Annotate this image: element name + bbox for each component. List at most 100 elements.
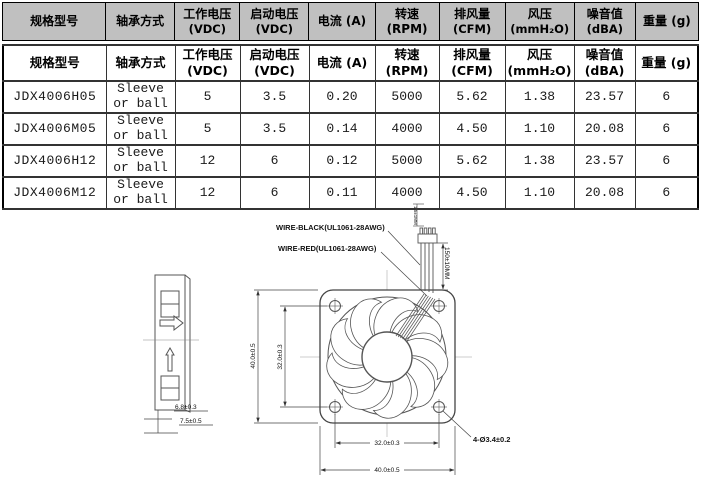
header-label: 工作电压 [182, 47, 233, 63]
header-label: 规格型号 [30, 14, 79, 28]
header-label: 风压 [527, 6, 552, 21]
header-unit: (VDC) [254, 63, 295, 78]
header-label: 排风量 [454, 6, 491, 21]
header-label: 工作电压 [183, 6, 232, 21]
airflow-cell: 5.62 [438, 143, 506, 178]
header-unit: (VDC) [188, 21, 226, 36]
current-cell: 0.12 [308, 143, 376, 178]
pressure-cell: 1.38 [504, 80, 575, 114]
noise-cell: 20.08 [573, 111, 636, 146]
fan-side-view [143, 274, 199, 413]
header-cell: 转速(RPM) [374, 2, 440, 41]
header-label: 启动电压 [250, 6, 299, 21]
header-label: 电流 (A) [317, 14, 367, 28]
hole-diameter-label: 4-Ø3.4±0.2 [473, 435, 510, 444]
fan-front-view [300, 227, 472, 437]
header-cell: 电流 (A) [308, 2, 376, 41]
dim-text-mask [370, 438, 404, 447]
header-cell: 排风量 (CFM) [438, 44, 506, 82]
model-cell: JDX4006M12 [2, 175, 107, 210]
weight-cell: 6 [634, 111, 699, 146]
speed-cell: 5000 [374, 80, 440, 114]
spec-table: 规格型号 轴承方式 工作电压 (VDC) 启动电压 (VDC) 电流 (A) 转速(… [2, 44, 699, 210]
header-label: 排风量 [453, 47, 491, 63]
current-cell: 0.20 [308, 80, 376, 114]
header-label: 启动电压 [249, 47, 300, 63]
header-label: 噪音值 [586, 6, 623, 21]
model-cell: JDX4006H05 [2, 80, 107, 114]
current-cell: 0.14 [308, 111, 376, 146]
noise-cell: 20.08 [573, 175, 636, 210]
header-cell: 规格型号 [2, 44, 107, 82]
bearing-cell: Sleeve or ball [105, 80, 176, 114]
header-cell: 转速(RPM) [374, 44, 440, 82]
header-unit: (dBA) [586, 21, 624, 36]
wire-length-dimension [437, 242, 448, 291]
wire-length-label: 150±10MM [443, 247, 450, 279]
header-label: 规格型号 [29, 55, 80, 71]
airflow-cell: 5.62 [438, 80, 506, 114]
header-label: 转速(RPM) [386, 6, 428, 36]
dim-text-mask [370, 465, 404, 474]
fan-width-label: 40.0±0.5 [374, 467, 400, 474]
pressure-cell: 1.10 [504, 175, 575, 210]
header-unit: (VDC) [187, 63, 228, 78]
spec-header-strip: 规格型号 轴承方式 工作电压 (VDC) 启动电压 (VDC) 电流 (A) 转速(… [1, 2, 700, 41]
header-label: 转速(RPM) [385, 47, 429, 78]
start-voltage-cell: 3.5 [239, 111, 310, 146]
table-row: JDX4006H05 Sleeve or ball 5 3.5 0.20 500… [2, 80, 699, 114]
start-voltage-cell: 6 [239, 175, 310, 210]
airflow-arrow-icon [159, 314, 184, 332]
weight-cell: 6 [634, 80, 699, 114]
wire-bundle-hatch [395, 293, 436, 342]
connector-dim-label: 1.5±1MM [413, 206, 418, 225]
mounting-holes [327, 298, 447, 415]
wire-red-label: WIRE-RED(UL1061-28AWG) [278, 244, 377, 253]
weight-cell: 6 [634, 143, 699, 178]
rotation-arrow-icon [165, 346, 175, 372]
voltage-cell: 12 [174, 143, 241, 178]
noise-cell: 23.57 [573, 143, 636, 178]
header-unit: (CFM) [451, 63, 493, 78]
header-cell: 重量 (g) [634, 2, 700, 41]
header-cell: 轴承方式 [105, 2, 176, 41]
side-view-dimensions [144, 410, 213, 434]
connector [417, 227, 438, 244]
voltage-cell: 5 [174, 80, 241, 114]
voltage-cell: 12 [174, 175, 241, 210]
airflow-cell: 4.50 [438, 111, 506, 146]
hub [361, 331, 413, 383]
wire-black-label: WIRE-BLACK(UL1061-28AWG) [276, 223, 385, 232]
header-cell: 噪音值 (dBA) [573, 2, 636, 41]
table-header-row: 规格型号 轴承方式 工作电压 (VDC) 启动电压 (VDC) 电流 (A) 转速(… [2, 44, 699, 82]
noise-cell: 23.57 [573, 80, 636, 114]
header-unit: (VDC) [255, 21, 294, 36]
header-unit: (dBA) [584, 63, 625, 78]
header-cell: 噪音值 (dBA) [573, 44, 636, 82]
start-voltage-cell: 6 [239, 143, 310, 178]
side-view-body [154, 274, 186, 411]
header-label: 轴承方式 [115, 55, 166, 71]
bearing-cell: Sleeve or ball [105, 143, 176, 178]
header-label: 电流 (A) [316, 55, 368, 71]
left-dimensions [254, 289, 327, 424]
model-cell: JDX4006H12 [2, 143, 107, 178]
header-label: 轴承方式 [116, 14, 165, 28]
header-cell: 规格型号 [1, 2, 107, 41]
side-thickness-dim-1: 6.8±0.3 [175, 404, 197, 411]
header-cell: 排风量 (CFM) [438, 2, 506, 41]
speed-cell: 4000 [374, 111, 440, 146]
start-voltage-cell: 3.5 [239, 80, 310, 114]
gray-header-row: 规格型号 轴承方式 工作电压 (VDC) 启动电压 (VDC) 电流 (A) 转速(… [1, 2, 700, 41]
header-cell: 轴承方式 [105, 44, 176, 82]
header-cell: 启动电压 (VDC) [239, 44, 310, 82]
header-label: 重量 (g) [643, 14, 691, 28]
speed-cell: 4000 [374, 175, 440, 210]
header-cell: 工作电压 (VDC) [174, 44, 241, 82]
hole-spacing-v-label: 32.0±0.3 [277, 344, 284, 370]
lead-wires [420, 243, 434, 293]
side-thickness-dim-2: 7.5±0.5 [180, 418, 202, 425]
table-row: JDX4006H12 Sleeve or ball 12 6 0.12 5000… [2, 143, 699, 178]
voltage-cell: 5 [174, 111, 241, 146]
bearing-cell: Sleeve or ball [105, 111, 176, 146]
